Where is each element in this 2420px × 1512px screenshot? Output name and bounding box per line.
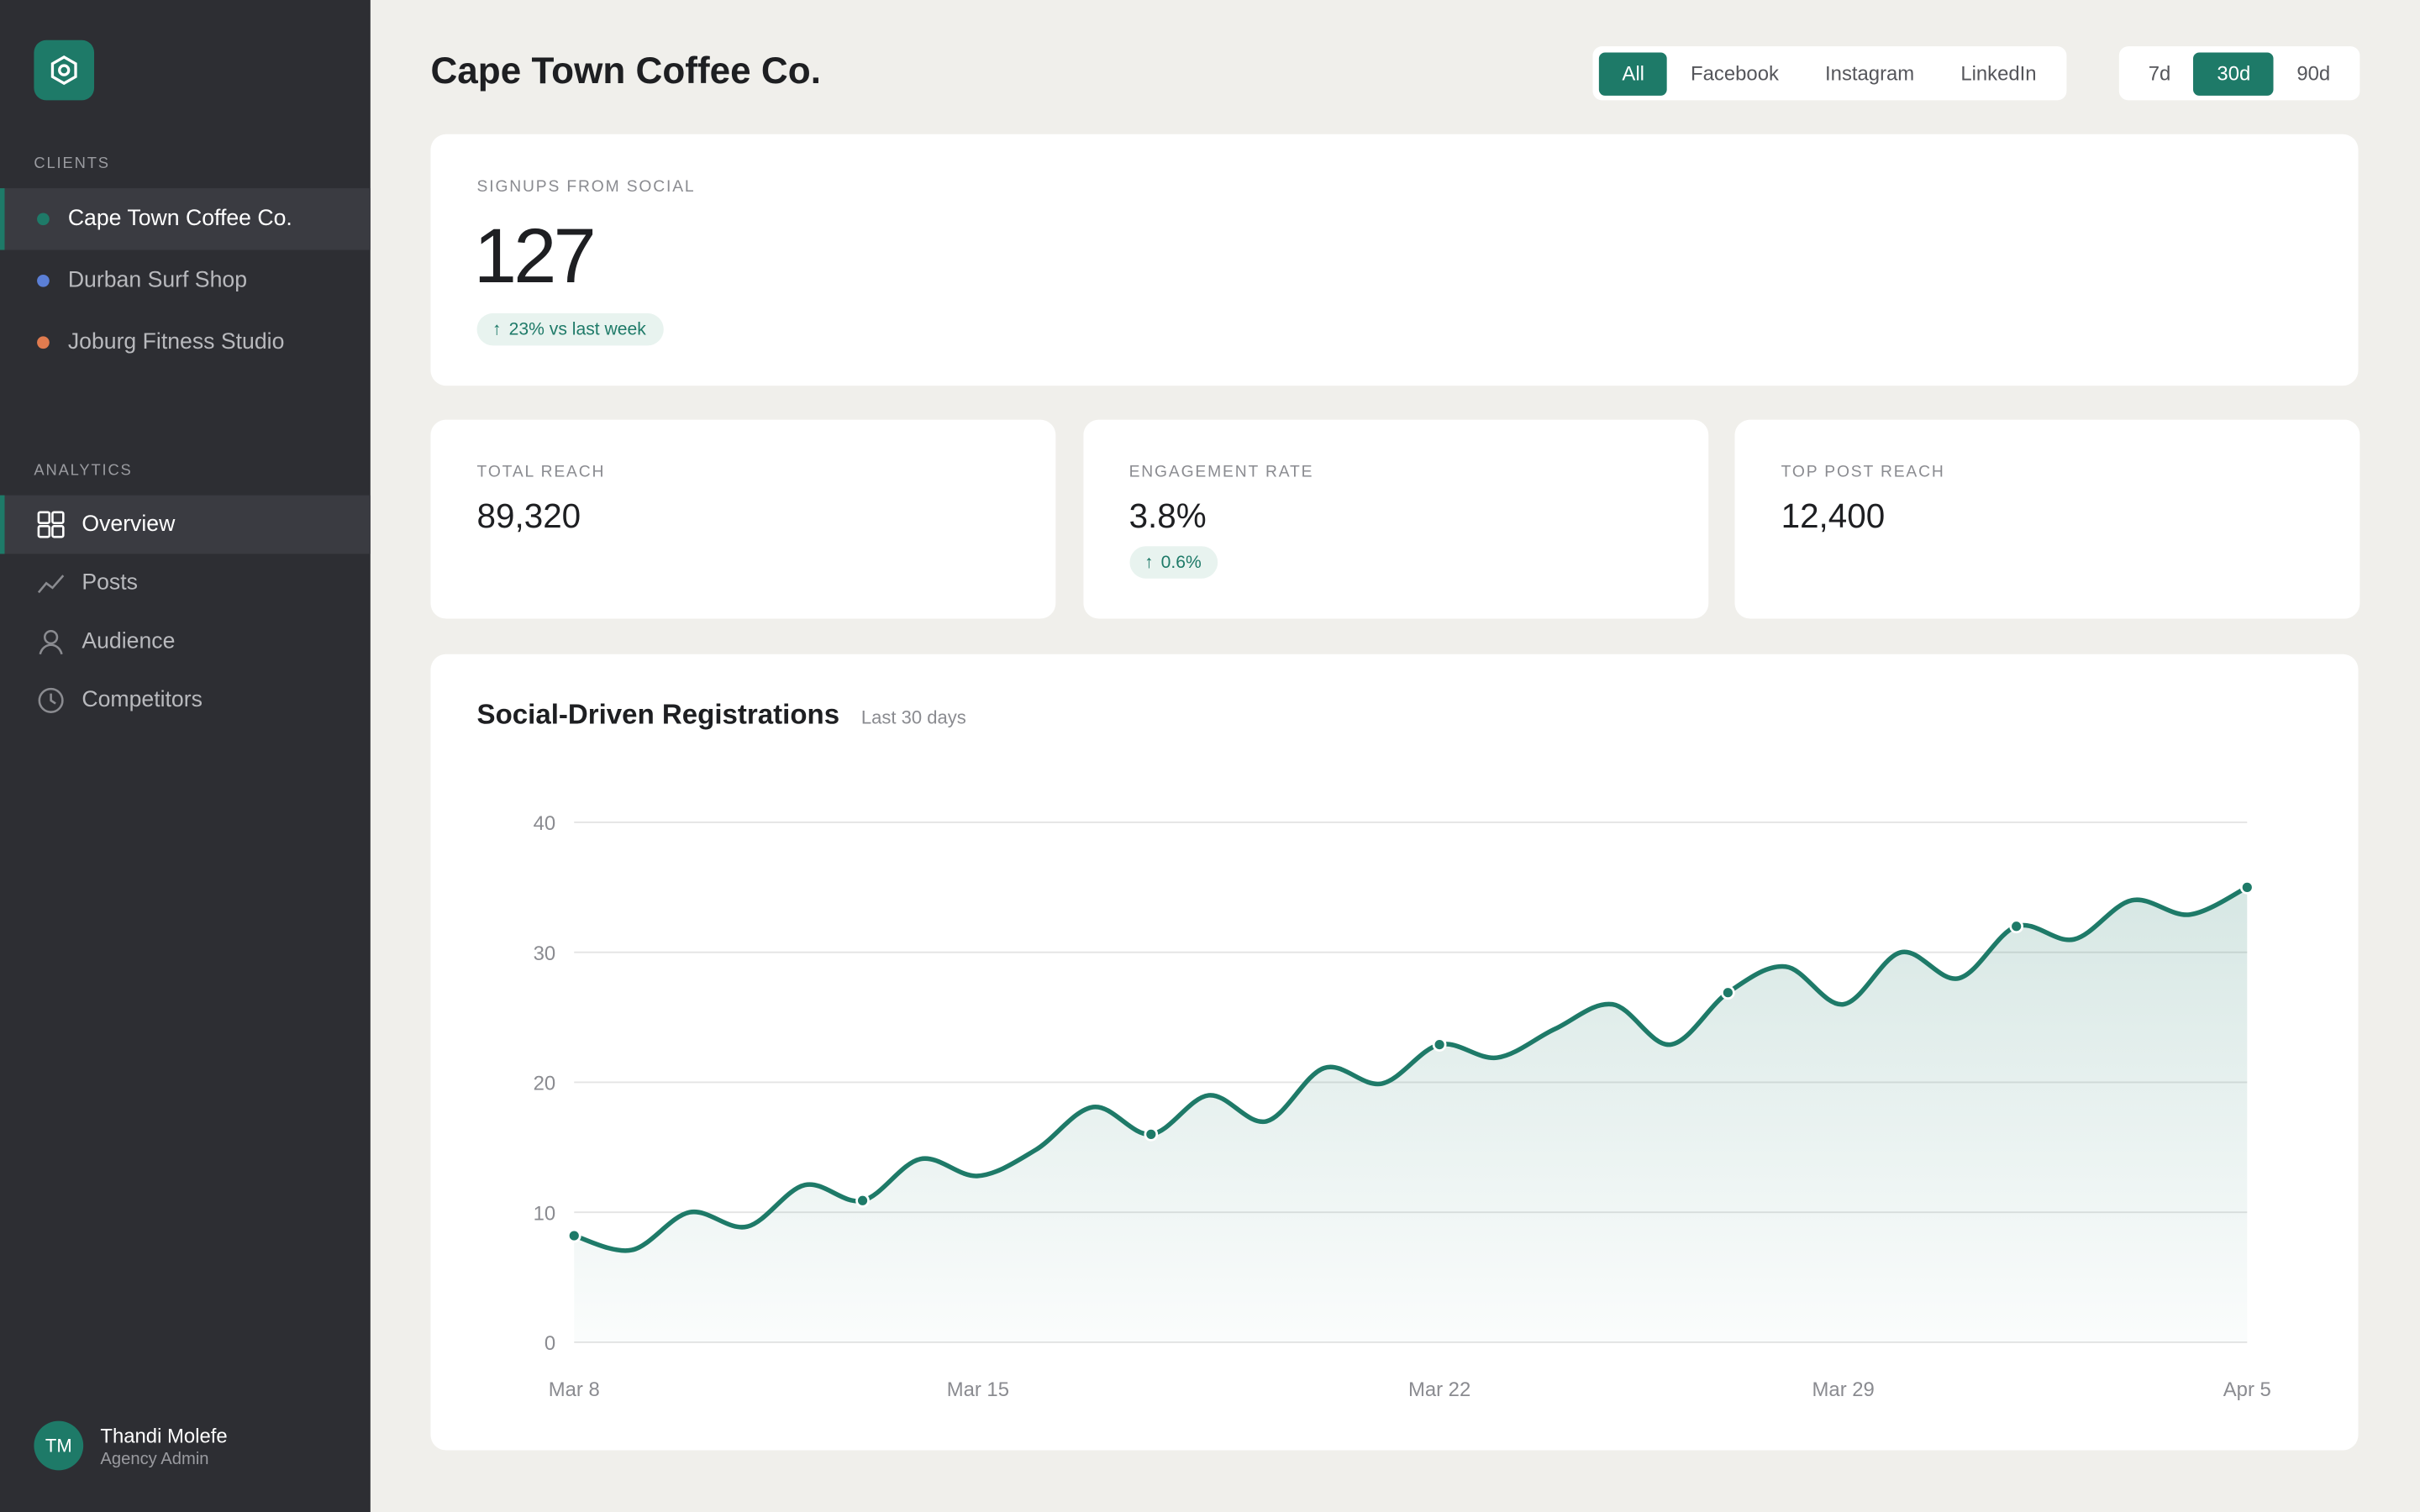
stat-value: 89,320 [476,496,581,536]
nav-label: Overview [82,512,176,538]
chart-card: Social-Driven Registrations Last 30 days… [430,654,2359,1451]
user-name: Thandi Molefe [100,1423,228,1446]
x-tick-label: Mar 29 [1812,1378,1875,1401]
page-title: Cape Town Coffee Co. [430,50,821,93]
hero-change-text: 23% vs last week [508,320,646,339]
channel-button[interactable]: Instagram [1825,61,1915,86]
logo[interactable] [34,39,95,101]
hero-label: SIGNUPS FROM SOCIAL [476,177,696,197]
stat-label: TOP POST REACH [1781,463,1945,482]
point [855,1193,870,1208]
stat-value: 3.8% [1128,496,1207,536]
nav-icon [38,687,64,713]
client-dot [37,213,50,226]
point [2009,919,2024,934]
user-info: Thandi Molefe Agency Admin [83,1423,228,1467]
hero-value: 127 [473,213,597,300]
point [1144,1127,1159,1142]
nav-label: Audience [82,629,176,654]
point [1432,1037,1447,1052]
stat-card: ENGAGEMENT RATE 3.8% ↑ 0.6% [1082,419,1708,619]
arrow-up: ↑ [1144,553,1154,572]
nav-icon [39,629,63,655]
hero-change: ↑ 23% vs last week [476,312,664,346]
stat-card: TOTAL REACH 89,320 [430,419,1056,619]
stat-card: TOP POST REACH 12,400 [1734,419,2360,619]
chart: Social-Driven Registrations Last 30 days… [477,699,2271,1401]
arrow-up: ↑ [492,320,502,339]
nav-label: Competitors [82,688,203,713]
channel-button[interactable]: Facebook [1691,61,1779,86]
x-tick-label: Mar 15 [947,1378,1009,1401]
range-button[interactable]: 30d [2193,51,2274,95]
nav-icon [37,575,65,594]
y-tick-label: 0 [544,1332,555,1355]
analytics-heading: ANALYTICS [34,463,133,480]
range-filter: 7d 30d 90d [2118,46,2360,101]
stat-change: ↑ 0.6% [1128,546,1219,579]
sidebar: CLIENTS ANALYTICS TM Thandi Molefe Agenc… [0,0,371,1512]
y-tick-label: 20 [534,1073,556,1095]
clients-heading: CLIENTS [34,155,110,173]
client-name: Cape Town Coffee Co. [67,207,292,232]
y-tick-label: 30 [534,942,556,965]
client-name: Durban Surf Shop [67,268,248,293]
y-tick-label: 40 [534,812,556,835]
point [1721,985,1735,1000]
x-tick-label: Mar 8 [549,1378,600,1401]
x-tick-label: Apr 5 [2223,1378,2271,1401]
user[interactable]: TM Thandi Molefe Agency Admin [34,1420,228,1471]
client-name: Joburg Fitness Studio [67,330,285,355]
client-item[interactable]: Joburg Fitness Studio [0,312,371,373]
x-tick-label: Mar 22 [1408,1378,1470,1401]
nav-item[interactable]: Posts [0,554,371,612]
hero-card: SIGNUPS FROM SOCIAL 127 ↑ 23% vs last wee… [430,134,2359,386]
stat-change-text: 0.6% [1160,553,1202,572]
stat-value: 12,400 [1781,496,1886,536]
range-button[interactable]: 7d [2148,61,2171,86]
chart-subtitle: Last 30 days [861,706,966,727]
nav-item[interactable]: Audience [0,612,371,671]
nav-item[interactable]: Competitors [0,671,371,730]
nav-label: Posts [82,570,138,596]
client-item[interactable]: Durban Surf Shop [0,250,371,312]
area [574,887,2248,1342]
nav-item[interactable]: Overview [0,495,371,554]
nav-icon [37,511,65,538]
range-button[interactable]: 90d [2296,61,2331,86]
channel-button[interactable]: LinkedIn [1960,61,2037,86]
user-role: Agency Admin [100,1449,209,1468]
channel-filter: All Facebook Instagram LinkedIn [1592,46,2066,101]
client-dot [37,336,50,349]
channel-button[interactable]: All [1598,51,1668,95]
client-item[interactable]: Cape Town Coffee Co. [0,188,371,250]
stat-label: ENGAGEMENT RATE [1128,463,1314,482]
logo-icon [50,55,77,86]
avatar: TM [34,1420,84,1471]
y-tick-label: 10 [534,1202,556,1225]
chart-title: Social-Driven Registrations [477,699,840,730]
point [566,1228,581,1243]
point [2239,879,2254,895]
client-dot [37,274,50,287]
stat-label: TOTAL REACH [476,463,606,482]
